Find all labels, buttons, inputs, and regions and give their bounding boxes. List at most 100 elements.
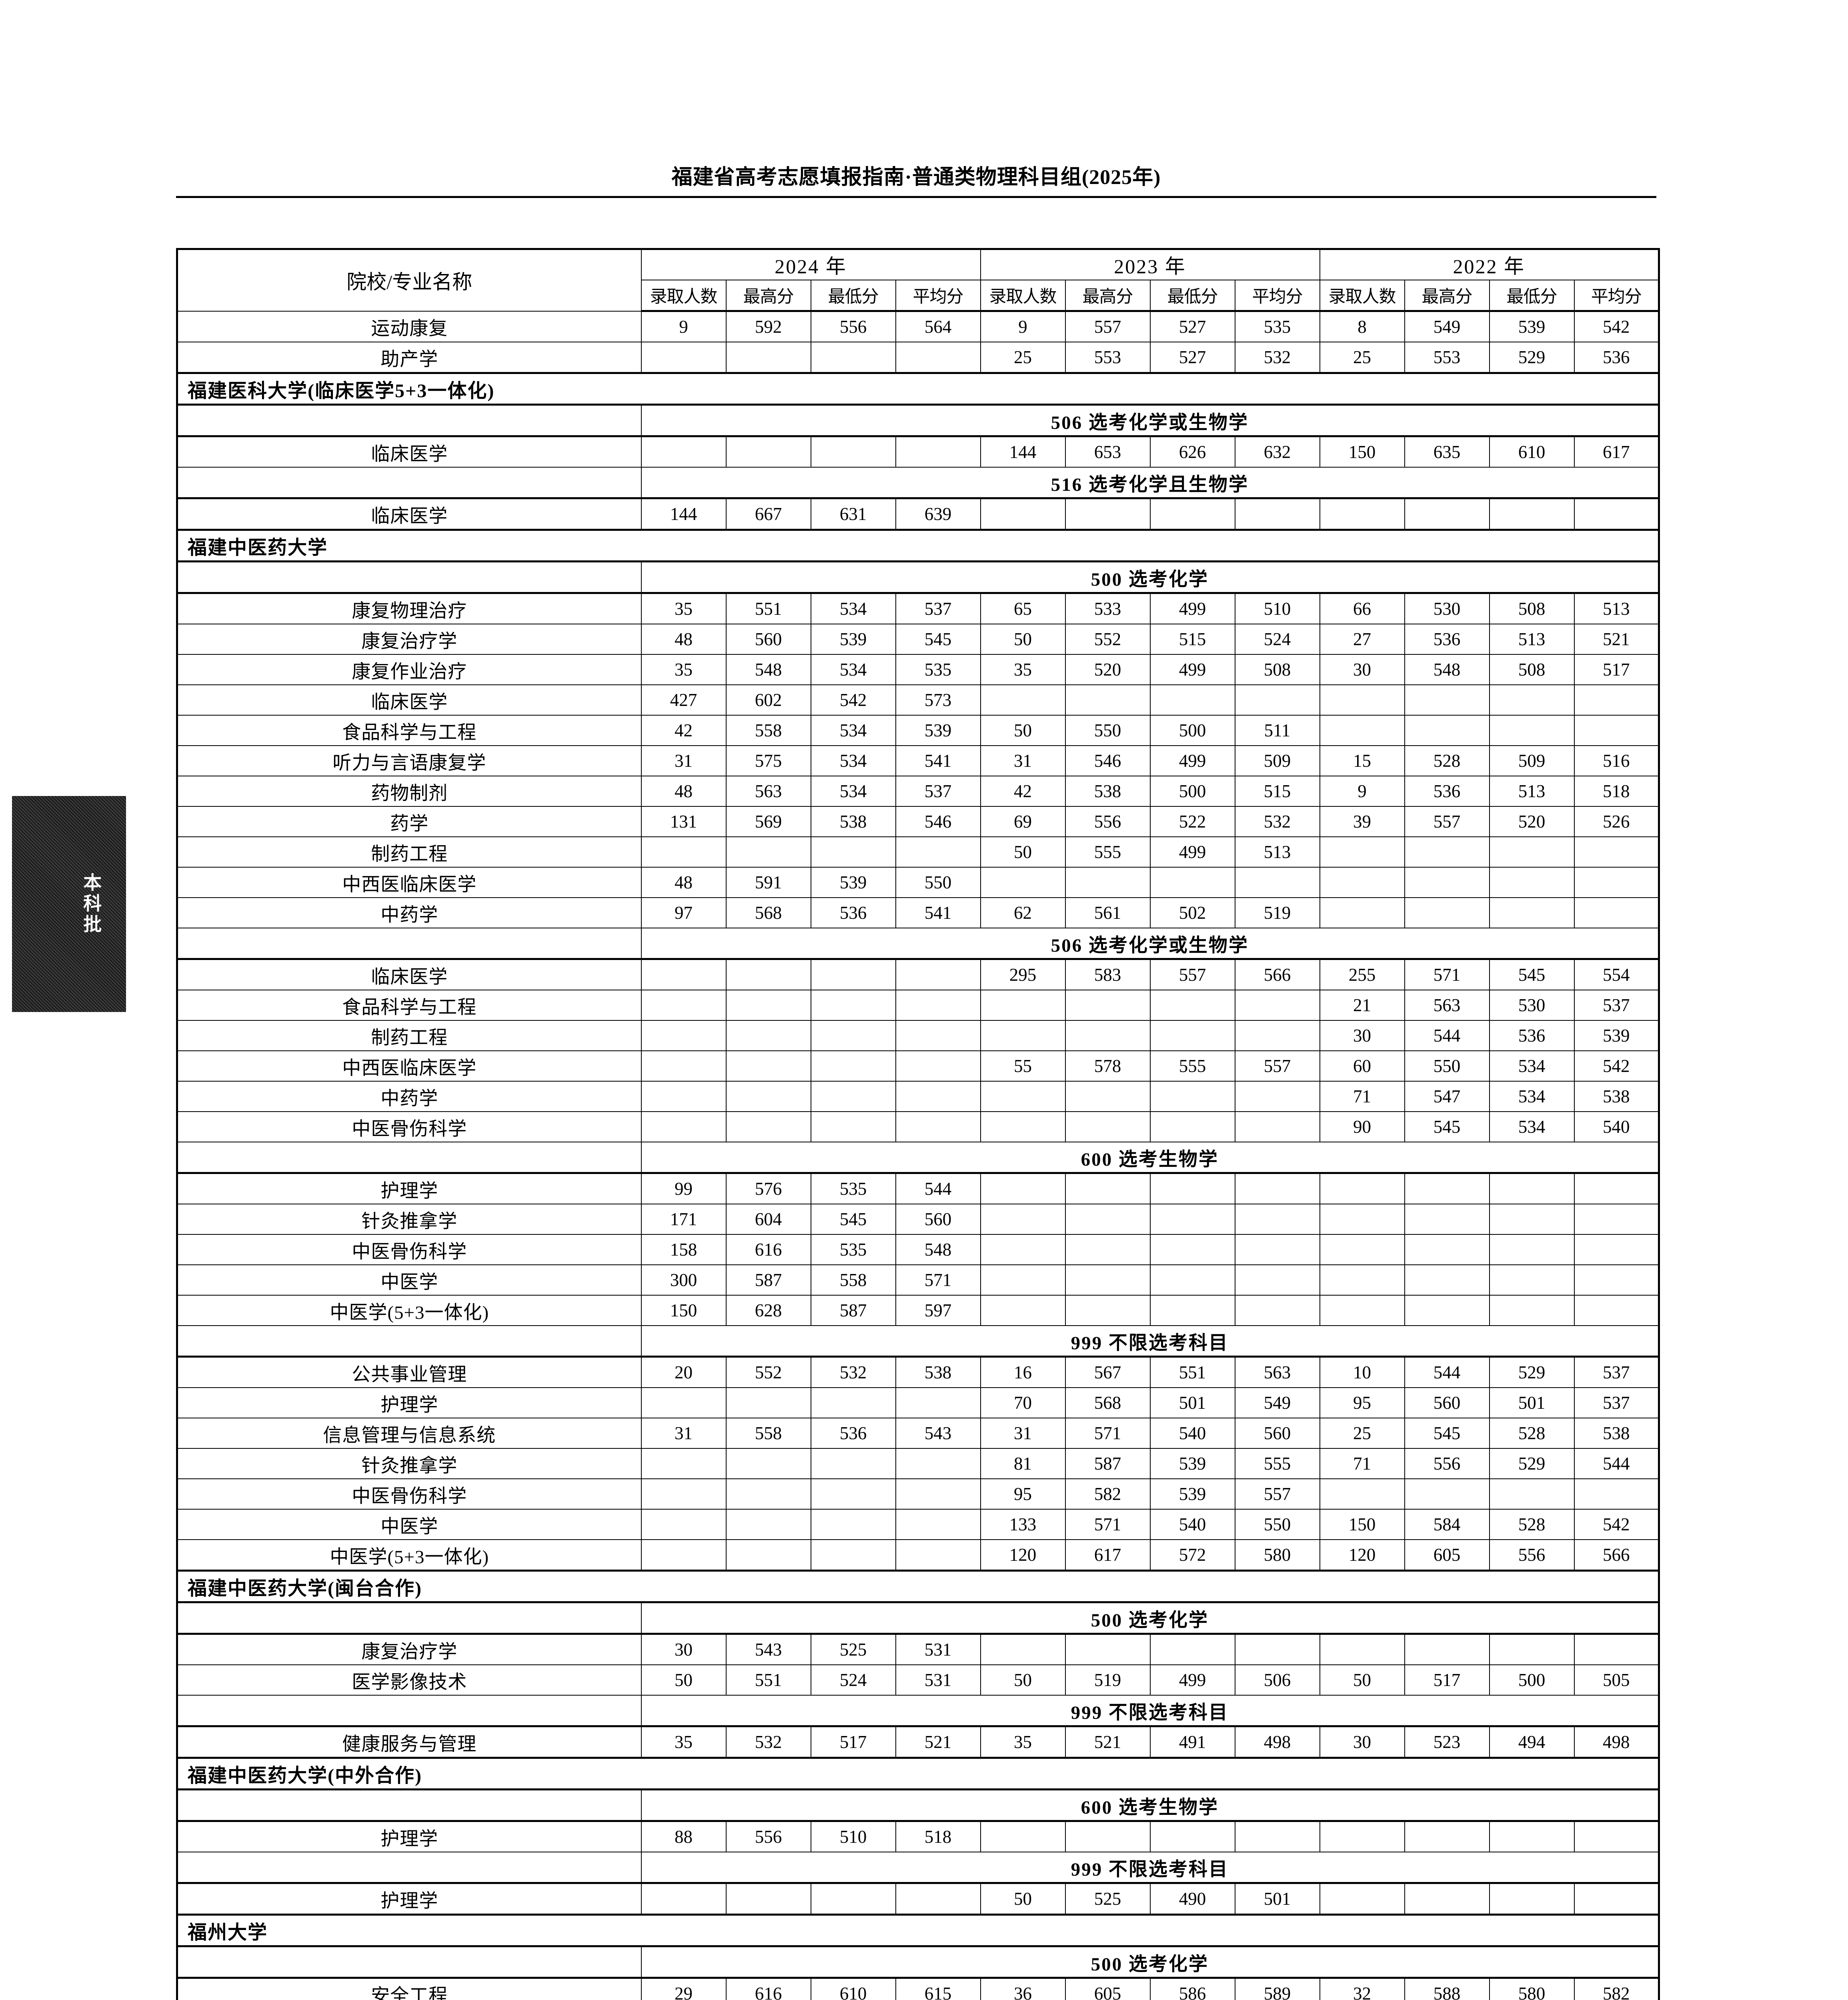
cell-2022-max — [1404, 498, 1490, 530]
cell-2024-avg — [895, 1448, 981, 1479]
school-header-row: 福州大学 — [176, 1914, 1660, 1947]
cell-2023-max — [1065, 1111, 1151, 1142]
cell-2024-avg: 521 — [895, 1726, 981, 1758]
cell-2024-count — [641, 1478, 727, 1510]
major-row: 中医学 133 571 540 550 150 584 528 542 — [176, 1509, 1660, 1540]
subject-group-spacer — [176, 1852, 642, 1884]
subject-group-row: 500 选考化学 — [176, 1602, 1660, 1635]
cell-2024-min — [810, 1111, 896, 1142]
cell-2024-avg: 537 — [895, 592, 981, 624]
cell-2022-count: 25 — [1319, 1418, 1405, 1449]
cell-2022-min — [1489, 1264, 1575, 1296]
major-row: 临床医学 144 667 631 639 — [176, 498, 1660, 530]
cell-2023-min: 551 — [1149, 1356, 1235, 1388]
cell-2023-avg: 557 — [1234, 1478, 1320, 1510]
cell-2022-max: 584 — [1404, 1509, 1490, 1540]
cell-2024-max: 532 — [725, 1726, 811, 1758]
cell-2023-max: 578 — [1065, 1050, 1151, 1082]
major-name: 中医学 — [176, 1509, 642, 1540]
cell-2022-min — [1489, 897, 1575, 928]
subject-group-label: 500 选考化学 — [641, 561, 1660, 594]
cell-2023-avg: 519 — [1234, 897, 1320, 928]
cell-2023-min: 572 — [1149, 1539, 1235, 1571]
cell-2024-avg: 544 — [895, 1172, 981, 1204]
table-header: 院校/专业名称 2024 年 2023 年 2022 年 录取人数 最高分 最低… — [176, 248, 1660, 312]
cell-2023-min: 491 — [1149, 1726, 1235, 1758]
cell-2024-max: 551 — [725, 1664, 811, 1696]
cell-2023-count: 70 — [980, 1387, 1066, 1418]
cell-2024-min — [810, 990, 896, 1021]
cell-2024-min — [810, 1539, 896, 1571]
cell-2023-avg — [1234, 684, 1320, 716]
cell-2022-min: 513 — [1489, 624, 1575, 655]
cell-2023-avg: 532 — [1234, 342, 1320, 374]
cell-2024-min — [810, 958, 896, 990]
cell-2022-max: 549 — [1404, 310, 1490, 342]
cell-2024-count — [641, 1539, 727, 1571]
cell-2024-count: 171 — [641, 1204, 727, 1235]
cell-2023-min: 502 — [1149, 897, 1235, 928]
cell-2024-min: 534 — [810, 592, 896, 624]
cell-2022-max: 536 — [1404, 624, 1490, 655]
cell-2022-count — [1319, 836, 1405, 868]
cell-2023-min: 527 — [1149, 342, 1235, 374]
cell-2024-max: 602 — [725, 684, 811, 716]
cell-2023-count: 144 — [980, 436, 1066, 468]
major-name: 临床医学 — [176, 958, 642, 990]
cell-2023-min: 499 — [1149, 1664, 1235, 1696]
major-row: 临床医学 427 602 542 573 — [176, 684, 1660, 716]
cell-2022-avg: 537 — [1574, 990, 1660, 1021]
cell-2023-avg — [1234, 1204, 1320, 1235]
cell-2022-count — [1319, 1264, 1405, 1296]
cell-2024-count — [641, 836, 727, 868]
major-row: 信息管理与信息系统 31 558 536 543 31 571 540 560 25 545 528 5… — [176, 1418, 1660, 1449]
cell-2024-max: 575 — [725, 745, 811, 776]
cell-2024-min: 556 — [810, 310, 896, 342]
cell-2023-min: 501 — [1149, 1387, 1235, 1418]
cell-2022-max: 528 — [1404, 745, 1490, 776]
subject-group-label: 516 选考化学且生物学 — [641, 467, 1660, 499]
cell-2023-min: 540 — [1149, 1509, 1235, 1540]
cell-2024-count: 144 — [641, 498, 727, 530]
cell-2022-avg: 617 — [1574, 436, 1660, 468]
subject-group-spacer — [176, 467, 642, 499]
cell-2024-max: 548 — [725, 654, 811, 685]
cell-2022-count: 30 — [1319, 1726, 1405, 1758]
cell-2022-max: 544 — [1404, 1020, 1490, 1051]
cell-2022-avg: 538 — [1574, 1081, 1660, 1112]
major-name: 食品科学与工程 — [176, 990, 642, 1021]
cell-2023-avg — [1234, 990, 1320, 1021]
cell-2022-count — [1319, 1633, 1405, 1665]
cell-2024-avg: 539 — [895, 715, 981, 746]
major-name: 中医骨伤科学 — [176, 1234, 642, 1265]
major-name: 药学 — [176, 806, 642, 837]
column-header-2022-avg: 平均分 — [1574, 280, 1660, 312]
cell-2024-avg: 543 — [895, 1418, 981, 1449]
subject-group-label: 506 选考化学或生物学 — [641, 928, 1660, 960]
cell-2024-avg: 550 — [895, 867, 981, 898]
cell-2024-max — [725, 342, 811, 374]
cell-2023-avg: 511 — [1234, 715, 1320, 746]
cell-2024-min — [810, 1478, 896, 1510]
subject-group-spacer — [176, 1789, 642, 1822]
cell-2024-max — [725, 990, 811, 1021]
cell-2024-count: 35 — [641, 592, 727, 624]
cell-2023-max — [1065, 498, 1151, 530]
cell-2023-min — [1149, 1111, 1235, 1142]
cell-2022-avg — [1574, 1264, 1660, 1296]
cell-2024-min — [810, 836, 896, 868]
cell-2023-max: 561 — [1065, 897, 1151, 928]
cell-2023-min: 539 — [1149, 1478, 1235, 1510]
cell-2024-avg: 573 — [895, 684, 981, 716]
cell-2022-count — [1319, 1478, 1405, 1510]
major-name: 助产学 — [176, 342, 642, 374]
cell-2023-avg: 549 — [1234, 1387, 1320, 1418]
major-name: 药物制剂 — [176, 776, 642, 807]
cell-2022-min: 501 — [1489, 1387, 1575, 1418]
column-header-2022-min: 最低分 — [1489, 280, 1575, 312]
subject-group-spacer — [176, 1325, 642, 1358]
cell-2024-max: 558 — [725, 1418, 811, 1449]
cell-2022-avg: 539 — [1574, 1020, 1660, 1051]
column-header-name: 院校/专业名称 — [176, 248, 642, 312]
cell-2024-avg — [895, 1539, 981, 1571]
